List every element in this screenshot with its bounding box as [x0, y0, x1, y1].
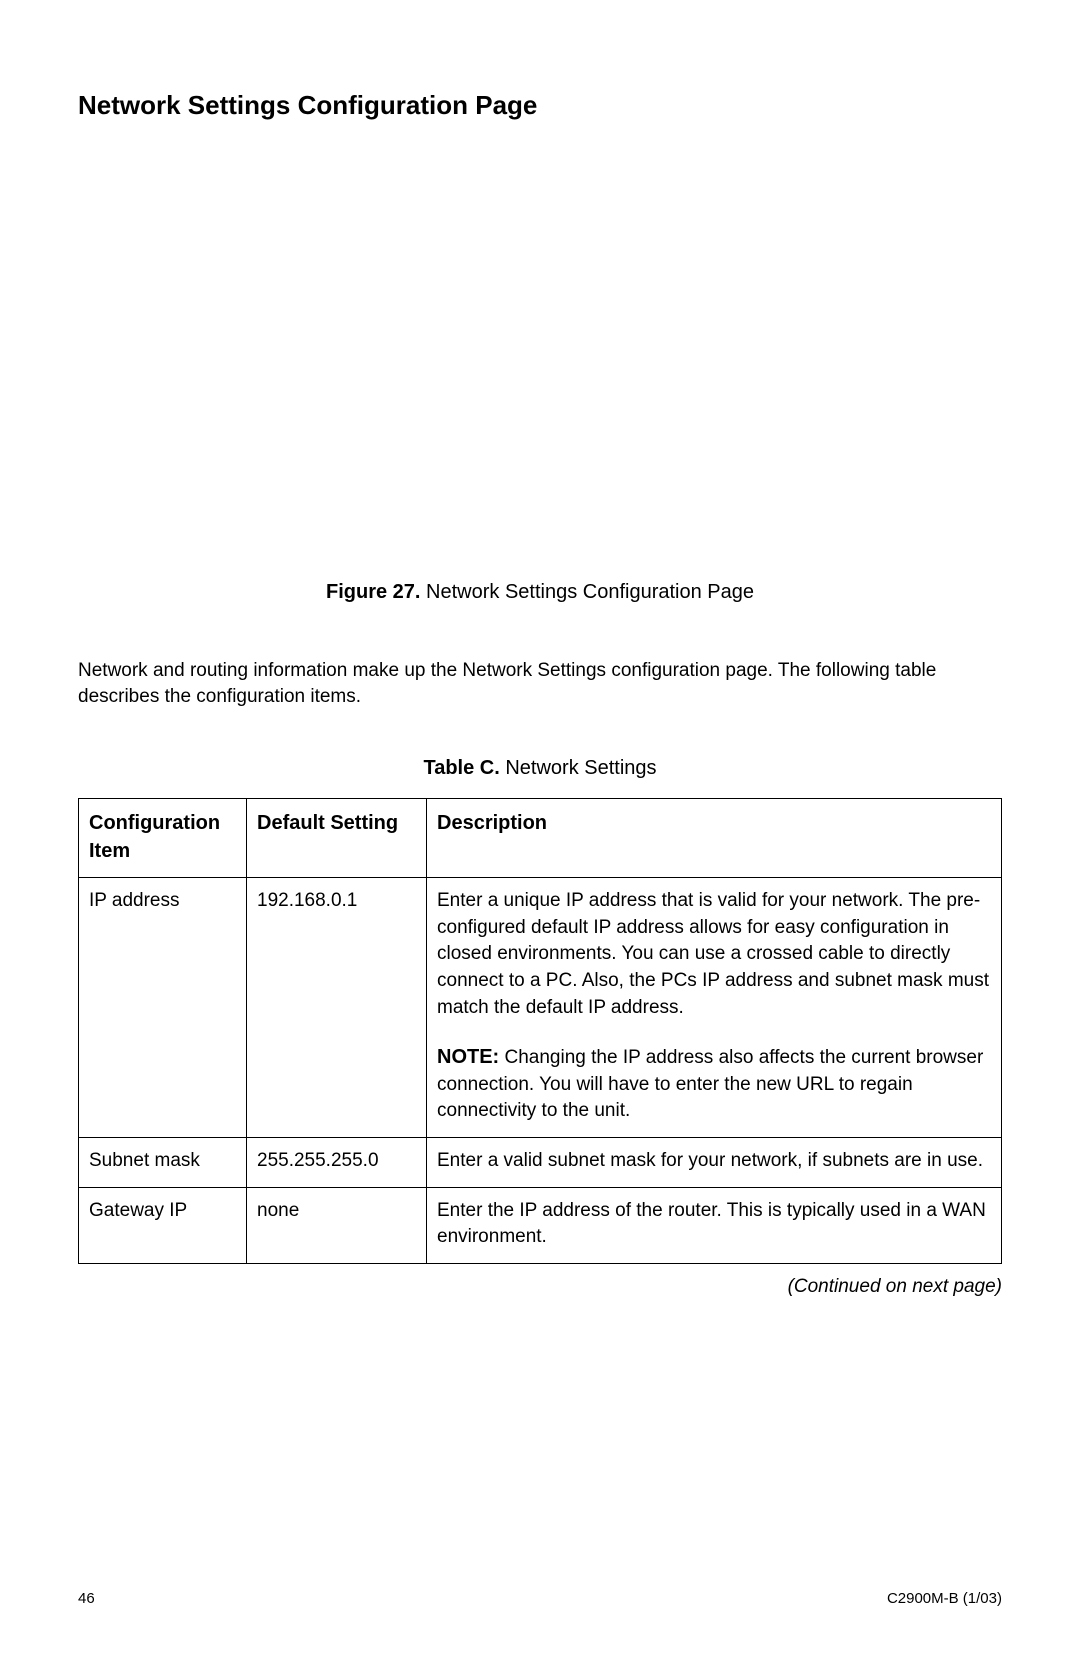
table-header-default-setting: Default Setting [247, 799, 427, 878]
table-header-config-item: Configuration Item [79, 799, 247, 878]
page-footer: 46 C2900M-B (1/03) [78, 1590, 1002, 1607]
network-settings-table: Configuration Item Default Setting Descr… [78, 798, 1002, 1264]
description-text: Enter a unique IP address that is valid … [437, 890, 989, 1017]
table-caption-text: Network Settings [505, 757, 656, 779]
table-row: Subnet mask 255.255.255.0 Enter a valid … [79, 1138, 1002, 1188]
table-caption: Table C. Network Settings [78, 757, 1002, 780]
table-row: Gateway IP none Enter the IP address of … [79, 1187, 1002, 1263]
table-caption-label: Table C. [423, 757, 499, 779]
table-row: IP address 192.168.0.1 Enter a unique IP… [79, 878, 1002, 1138]
cell-description: Enter a unique IP address that is valid … [427, 878, 1002, 1138]
continued-text: (Continued on next page) [78, 1276, 1002, 1298]
page-title: Network Settings Configuration Page [78, 90, 1002, 121]
doc-code: C2900M-B (1/03) [887, 1590, 1002, 1607]
cell-description: Enter a valid subnet mask for your netwo… [427, 1138, 1002, 1188]
page-number: 46 [78, 1590, 95, 1607]
table-header-row: Configuration Item Default Setting Descr… [79, 799, 1002, 878]
figure-caption-text: Network Settings Configuration Page [426, 581, 754, 603]
cell-config-item: Subnet mask [79, 1138, 247, 1188]
figure-caption-label: Figure 27. [326, 581, 420, 603]
cell-description: Enter the IP address of the router. This… [427, 1187, 1002, 1263]
cell-default-setting: none [247, 1187, 427, 1263]
intro-paragraph: Network and routing information make up … [78, 658, 1002, 709]
note-text: Changing the IP address also affects the… [437, 1047, 983, 1121]
figure-caption: Figure 27. Network Settings Configuratio… [78, 581, 1002, 604]
note-label: NOTE: [437, 1046, 499, 1068]
table-header-description: Description [427, 799, 1002, 878]
cell-config-item: Gateway IP [79, 1187, 247, 1263]
cell-default-setting: 192.168.0.1 [247, 878, 427, 1138]
cell-default-setting: 255.255.255.0 [247, 1138, 427, 1188]
cell-config-item: IP address [79, 878, 247, 1138]
note-block: NOTE: Changing the IP address also affec… [437, 1043, 991, 1125]
